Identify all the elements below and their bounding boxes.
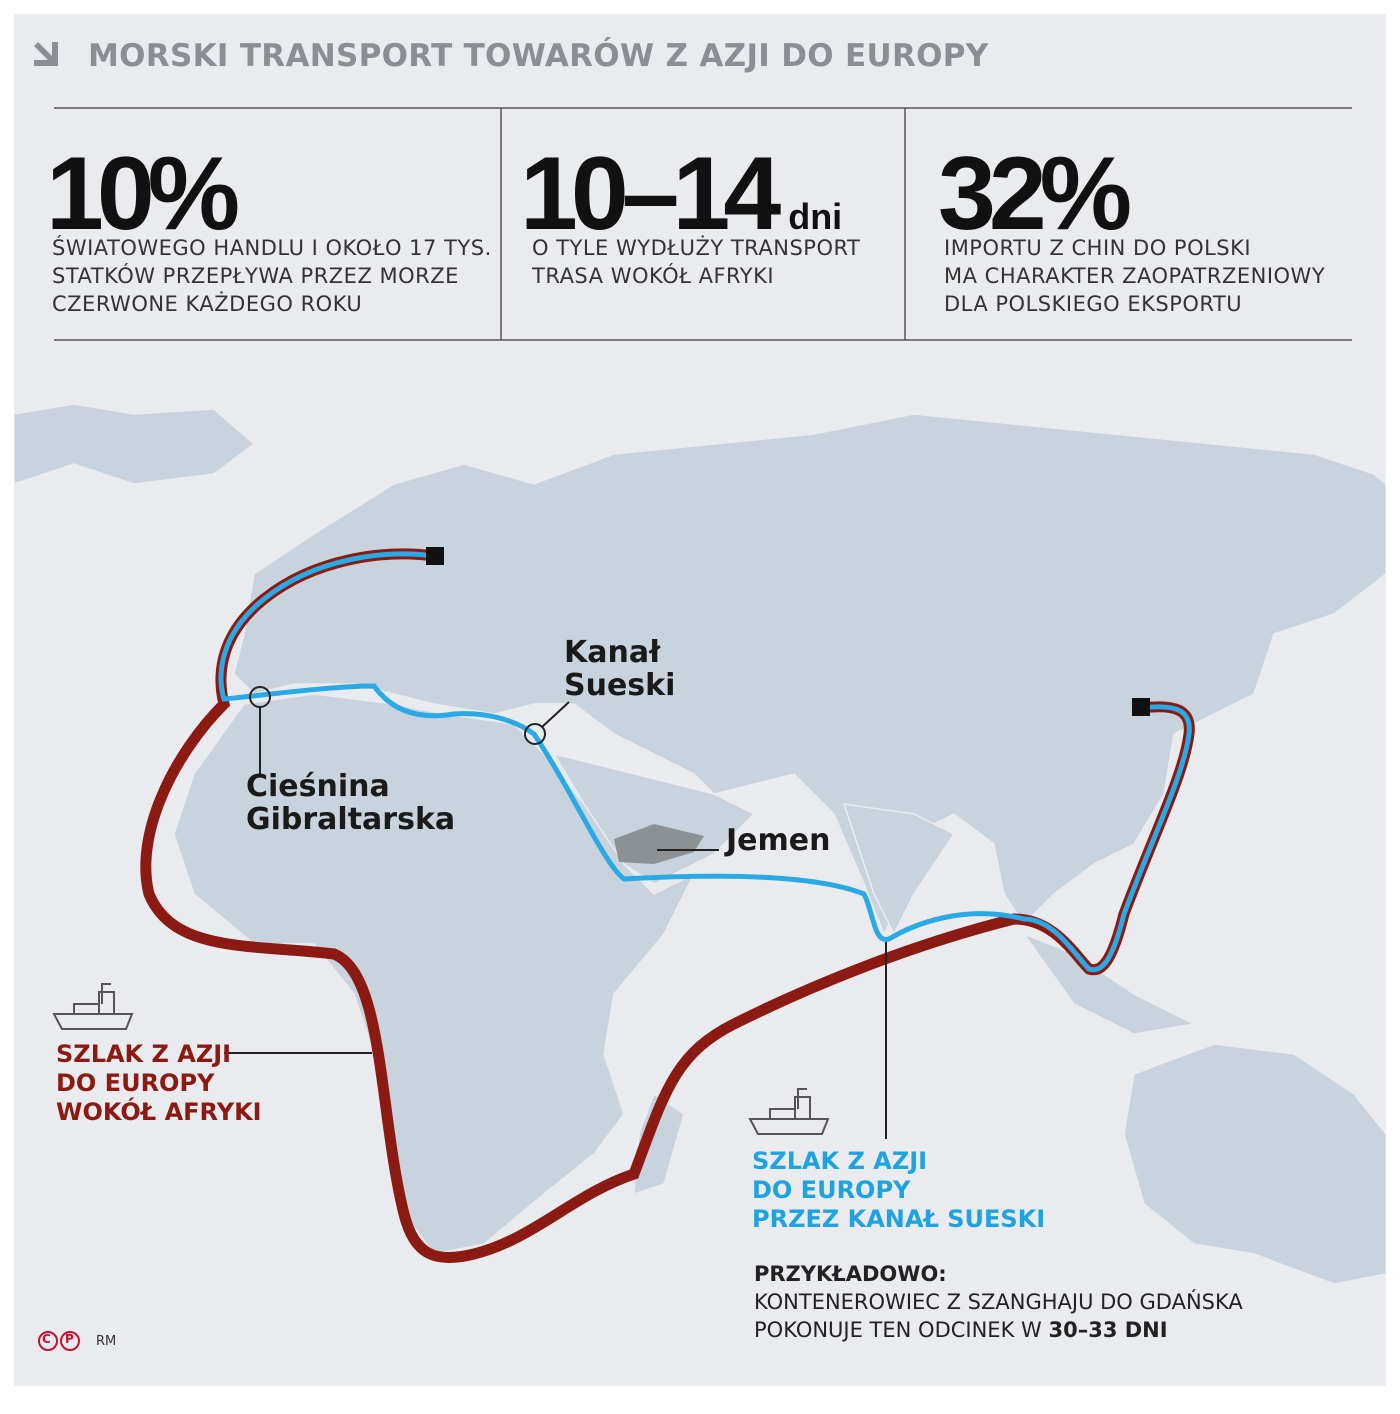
line: KONTENEROWIEC Z SZANGHAJU DO GDAŃSKA [754, 1290, 1243, 1314]
line: PRZEZ KANAŁ SUESKI [752, 1205, 1046, 1233]
logo-c: C [42, 1332, 51, 1346]
map [14, 42, 1386, 1351]
legend-africa: SZLAK Z AZJI DO EUROPY WOKÓŁ AFRYKI [56, 1040, 262, 1127]
note-heading: PRZYKŁADOWO: [754, 1262, 947, 1286]
yemen-label: Jemen [726, 823, 831, 858]
line: CZERWONE KAŻDEGO ROKU [52, 292, 363, 316]
line: O TYLE WYDŁUŻY TRANSPORT [532, 236, 861, 260]
title: MORSKI TRANSPORT TOWARÓW Z AZJI DO EUROP… [88, 38, 989, 74]
ship-icons [52, 983, 830, 1135]
line: DO EUROPY [56, 1069, 215, 1097]
pointers [224, 686, 887, 1139]
line: MA CHARAKTER ZAOPATRZENIOWY [944, 264, 1326, 288]
line: SZLAK Z AZJI [752, 1147, 928, 1175]
title-arrow [34, 42, 58, 66]
stat-value: 10–14 dni [520, 142, 842, 246]
header-rules [54, 107, 1352, 341]
line: POKONUJE TEN ODCINEK W 30–33 DNI [754, 1316, 1243, 1344]
line: SZLAK Z AZJI [56, 1040, 232, 1068]
line: Cieśnina [246, 769, 390, 804]
gibraltar-label: Cieśnina Gibraltarska [246, 770, 455, 836]
text: POKONUJE TEN ODCINEK W [754, 1318, 1042, 1342]
infographic: MORSKI TRANSPORT TOWARÓW Z AZJI DO EUROP… [14, 14, 1386, 1386]
line: DLA POLSKIEGO EKSPORTU [944, 292, 1243, 316]
credit: RM [96, 1334, 117, 1349]
line: IMPORTU Z CHIN DO POLSKI [944, 236, 1252, 260]
shanghai [1132, 698, 1150, 716]
stat-desc: O TYLE WYDŁUŻY TRANSPORT TRASA WOKÓŁ AFRY… [532, 234, 860, 290]
logo [38, 1331, 80, 1351]
stat-desc: IMPORTU Z CHIN DO POLSKI MA CHARAKTER ZAO… [944, 234, 1325, 318]
unit: dni [788, 196, 843, 237]
stat-value: 10% [46, 136, 240, 252]
route-suez [218, 551, 1192, 973]
line: DO EUROPY [752, 1176, 911, 1204]
yemen [614, 824, 704, 864]
note: PRZYKŁADOWO: KONTENEROWIEC Z SZANGHAJU D… [754, 1260, 1243, 1344]
bold-text: 30–33 DNI [1048, 1318, 1168, 1342]
line: STATKÓW PRZEPŁYWA PRZEZ MORZE [52, 264, 459, 288]
line: Kanał [564, 635, 661, 670]
line: ŚWIATOWEGO HANDLU I OKOŁO 17 TYS. [52, 236, 492, 260]
line: TRASA WOKÓŁ AFRYKI [532, 264, 775, 288]
stat-value: 32% [938, 136, 1132, 252]
line: Gibraltarska [246, 802, 456, 837]
stat-desc: ŚWIATOWEGO HANDLU I OKOŁO 17 TYS. STATKÓW… [52, 234, 492, 318]
legend-suez: SZLAK Z AZJI DO EUROPY PRZEZ KANAŁ SUESKI [752, 1147, 1045, 1234]
land [14, 403, 1386, 1285]
line: Sueski [564, 668, 676, 703]
line: WOKÓŁ AFRYKI [56, 1098, 262, 1126]
gdansk [426, 547, 444, 565]
logo-p: P [65, 1332, 74, 1346]
value: 10–14 [520, 136, 781, 252]
suez-label: Kanał Sueski [564, 636, 675, 702]
